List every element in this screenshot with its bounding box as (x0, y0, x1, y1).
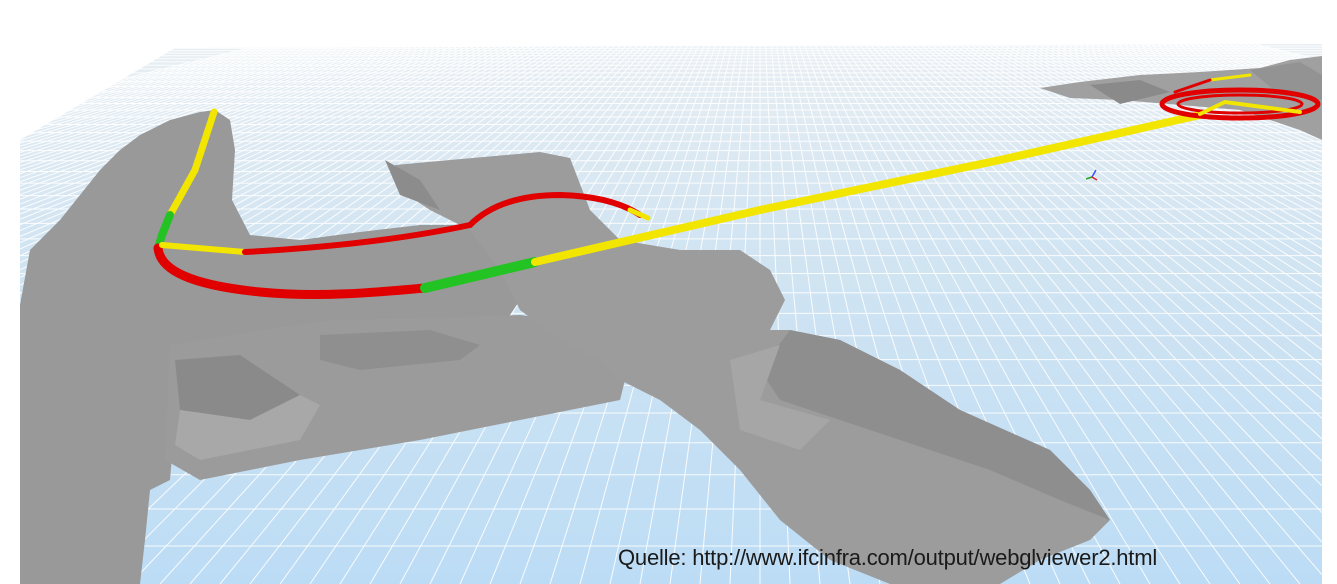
grid-line-depth (20, 44, 513, 584)
grid-line-depth (858, 44, 1301, 584)
grid-line-depth (20, 44, 348, 584)
terrain-mesh (20, 56, 1322, 584)
grid-line-depth (941, 44, 1322, 584)
alignment-arc-loop (467, 191, 643, 228)
roundabout-ring (1159, 87, 1321, 121)
alignment-arc-main (153, 243, 430, 300)
grid-line-depth (20, 44, 359, 584)
grid-line-depth (20, 44, 491, 584)
grid-line-depth (847, 44, 1241, 584)
grid-line-depth (1034, 44, 1322, 584)
grid-line-depth (1012, 44, 1322, 584)
grid-line-depth (880, 44, 1322, 584)
road-alignment[interactable] (153, 73, 1321, 300)
grid-line-depth (20, 44, 343, 584)
grid-line-depth (913, 44, 1322, 584)
grid-line-depth (20, 44, 486, 584)
grid-line-depth (20, 44, 398, 584)
grid-line-depth (20, 44, 524, 584)
grid-line-depth (869, 44, 1322, 584)
grid-line-depth (20, 44, 354, 584)
grid-line-depth (20, 44, 464, 584)
alignment-tangent-loop-end (627, 207, 651, 221)
grid-line-depth (20, 44, 365, 584)
grid-line-depth (20, 44, 502, 584)
grid-line-depth (20, 44, 376, 584)
grid-line-depth (924, 44, 1322, 584)
grid-line-depth (1073, 44, 1322, 584)
grid-line-depth (897, 44, 1322, 584)
grid-line-depth (979, 44, 1322, 584)
source-caption: Quelle: http://www.ifcinfra.com/output/w… (618, 545, 1158, 570)
grid-line-depth (20, 44, 403, 584)
grid-line-depth (946, 44, 1322, 584)
grid-line-depth (990, 44, 1322, 584)
grid-line-depth (853, 44, 1271, 584)
grid-line-depth (1040, 44, 1322, 584)
grid-line-depth (20, 44, 469, 584)
alignment-transition-2 (420, 257, 540, 293)
alignment-tangent-north (166, 108, 218, 219)
grid-line-depth (1029, 44, 1322, 584)
grid-line-depth (842, 44, 1211, 584)
grid-line-depth (952, 44, 1322, 584)
grid-line-depth (1067, 44, 1322, 584)
grid-line-depth (935, 44, 1322, 584)
grid-line-depth (996, 44, 1322, 584)
grid-line-depth (864, 44, 1322, 584)
alignment-tangent-branch (159, 242, 248, 255)
grid-line-depth (1023, 44, 1322, 584)
grid-line-depth (20, 44, 475, 584)
grid-line-depth (1001, 44, 1322, 584)
grid-line-depth (1062, 44, 1322, 584)
grid-line-depth (875, 44, 1322, 584)
grid-line-depth (902, 44, 1322, 584)
grid-line-depth (339, 44, 684, 584)
grid-line-depth (20, 44, 392, 584)
grid-line-depth (886, 44, 1322, 584)
grid-line-depth (985, 44, 1322, 584)
alignment-arc-branch (242, 222, 473, 255)
grid-line-depth (20, 44, 480, 584)
roundabout-exit (1208, 73, 1252, 82)
grid-line-depth (20, 44, 530, 584)
grid-line-depth (1056, 44, 1322, 584)
axes-gizmo-icon (1085, 169, 1098, 181)
grid-line-depth (831, 44, 1151, 584)
grid-line-depth (20, 44, 508, 584)
grid-line-depth (919, 44, 1322, 584)
grid-line-depth (20, 44, 381, 584)
grid-line-depth (1018, 44, 1322, 584)
roundabout-approach (1198, 99, 1302, 116)
grid-line-depth (20, 44, 387, 584)
roundabout-ring-inner (1176, 93, 1304, 115)
grid-line-depth (836, 44, 1181, 584)
grid-line-depth (20, 44, 458, 584)
grid-line-depth (20, 44, 519, 584)
grid-line-depth (1051, 44, 1322, 584)
grid-line-depth (930, 44, 1322, 584)
grid-line-depth (20, 44, 370, 584)
alignment-tangent-east (531, 111, 1204, 266)
grid-line-depth (1045, 44, 1322, 584)
grid-line-depth (1007, 44, 1322, 584)
grid-line-depth (891, 44, 1322, 584)
grid-line-depth (20, 44, 497, 584)
grid-line-depth (908, 44, 1322, 584)
